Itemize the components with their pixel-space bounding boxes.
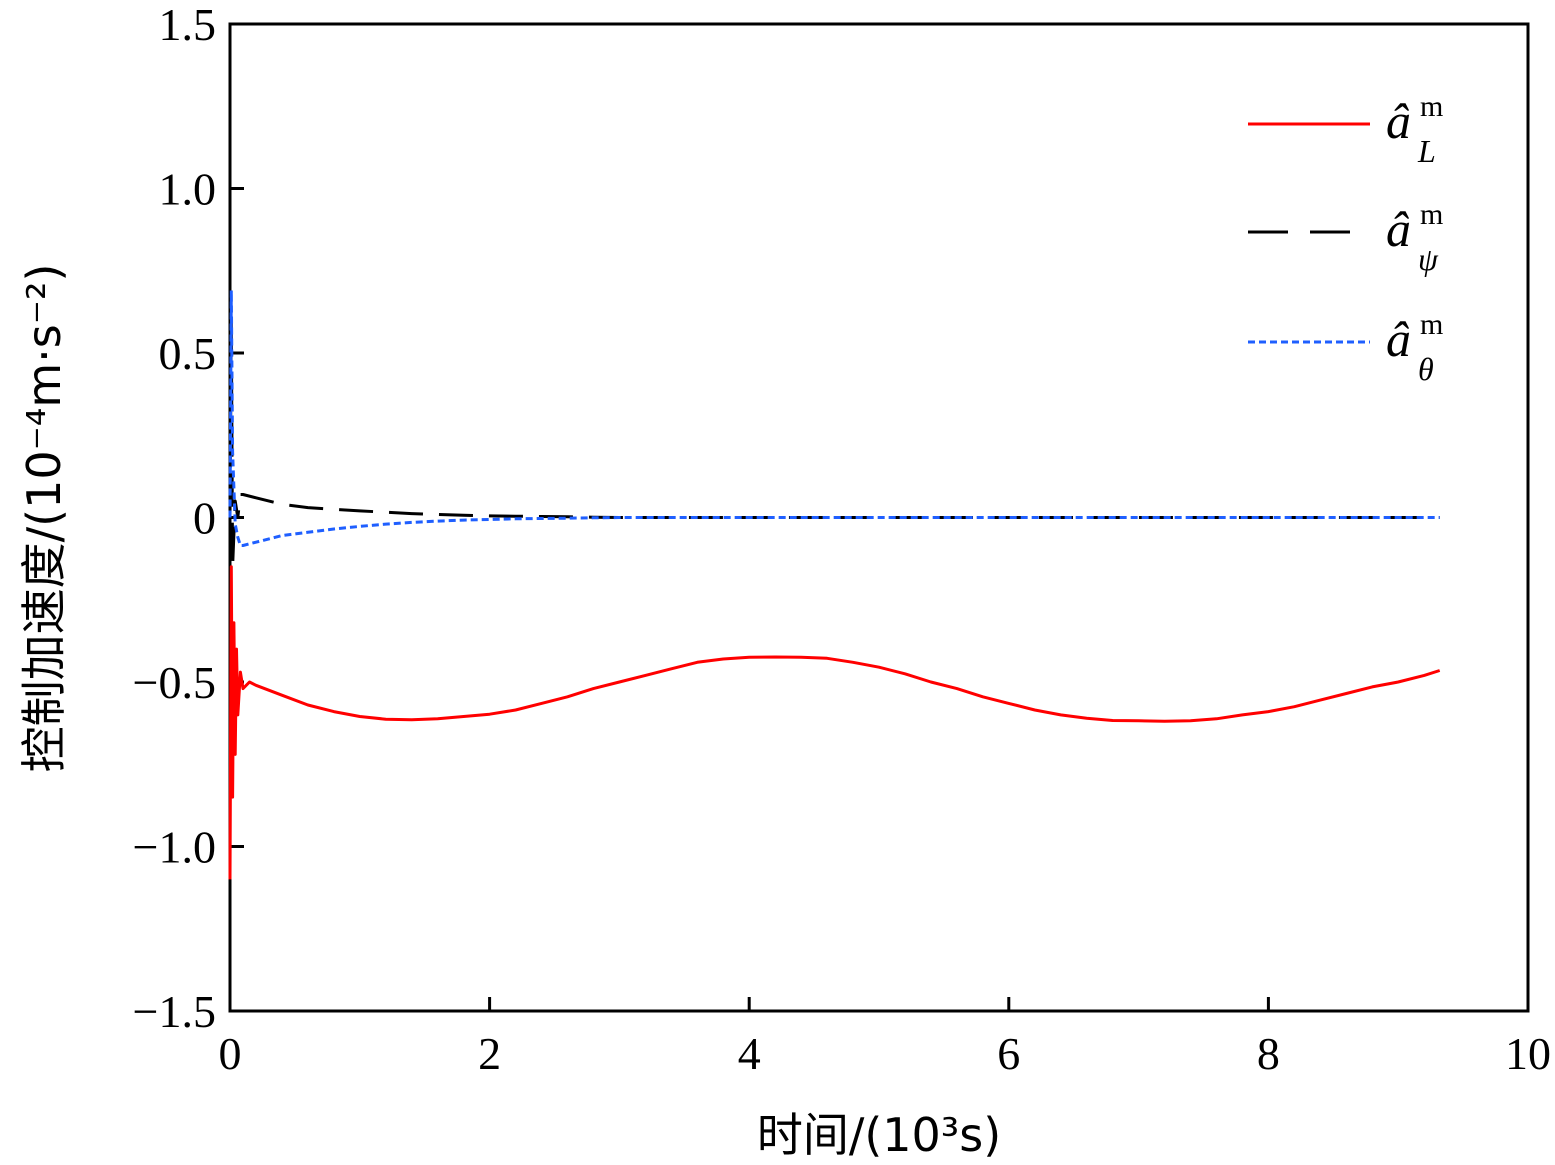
x-tick-label: 4 — [738, 1028, 761, 1079]
y-tick-label: 0 — [193, 493, 216, 544]
legend: â mLâ mψâ mθ — [1248, 90, 1443, 387]
y-tick-label: −0.5 — [133, 657, 216, 708]
y-tick-label: −1.5 — [133, 986, 216, 1037]
x-tick-label: 10 — [1505, 1028, 1551, 1079]
x-axis-title: 时间/(10³s) — [757, 1108, 1001, 1162]
x-tick-label: 0 — [219, 1028, 242, 1079]
x-tick-label: 6 — [997, 1028, 1020, 1079]
y-axis-title: 控制加速度/(10⁻⁴m·s⁻²) — [17, 264, 71, 773]
legend-label-sub: ψ — [1418, 241, 1439, 277]
legend-label-sup: m — [1420, 90, 1443, 123]
series-line-1 — [228, 565, 1441, 880]
legend-label-base: â — [1386, 93, 1411, 149]
legend-label-base: â — [1386, 201, 1411, 257]
legend-label-sup: m — [1420, 198, 1443, 231]
y-tick-label: 1.5 — [159, 0, 217, 50]
y-tick-label: 0.5 — [159, 328, 217, 379]
series-line-2 — [228, 318, 1440, 569]
y-tick-label: 1.0 — [159, 164, 217, 215]
x-tick-label: 8 — [1257, 1028, 1280, 1079]
y-axis-ticks: 1.5 1.0 0.5 0 −0.5 −1.0 −1.5 — [133, 0, 244, 1037]
legend-label-sub: θ — [1418, 351, 1434, 387]
legend-label-sup: m — [1420, 308, 1443, 341]
series-layer — [228, 289, 1441, 880]
x-axis-ticks: 0 2 4 6 8 10 — [219, 997, 1551, 1079]
x-tick-label: 2 — [478, 1028, 501, 1079]
y-tick-label: −1.0 — [133, 822, 216, 873]
legend-label-base: â — [1386, 311, 1411, 367]
series-line-3 — [228, 289, 1440, 547]
legend-label-sub: L — [1417, 133, 1436, 169]
